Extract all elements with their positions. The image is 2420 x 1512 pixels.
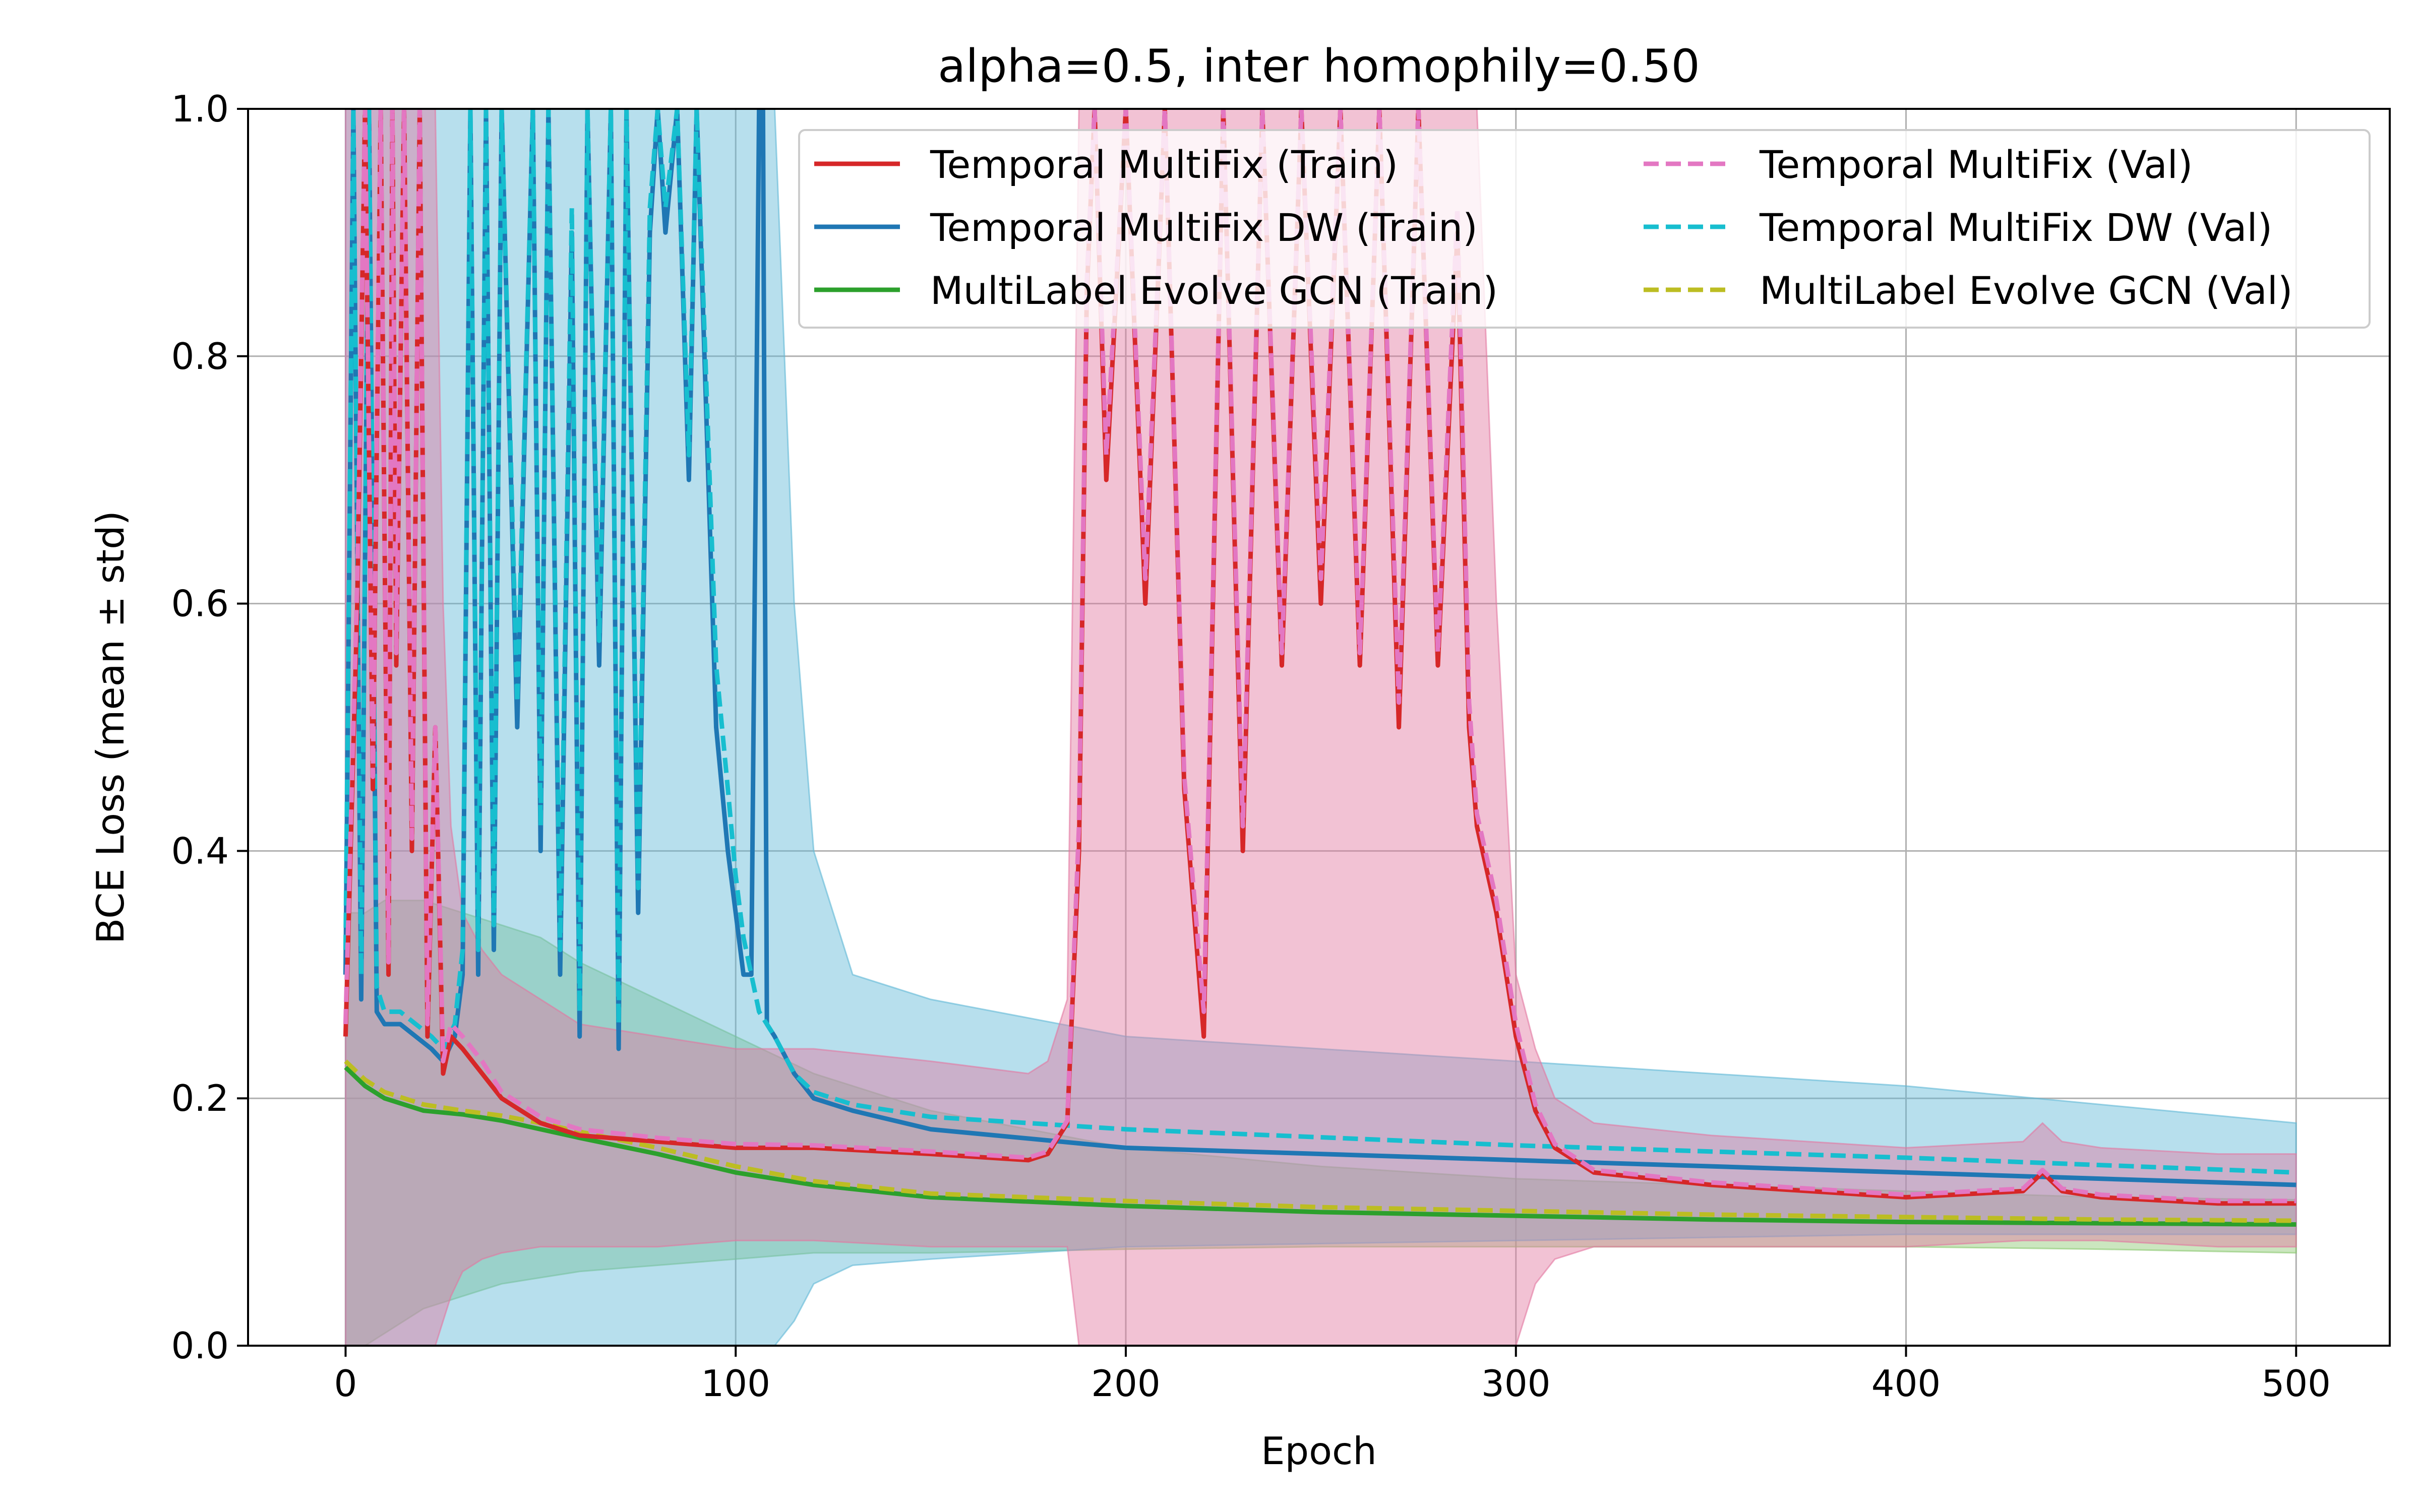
- series-line-2: [344, 1065, 2296, 1227]
- x-tick-label: 300: [1481, 1362, 1550, 1405]
- x-tick-label: 400: [1871, 1362, 1941, 1405]
- y-tick-label: 0.2: [171, 1077, 229, 1119]
- legend-label: Temporal MultiFix DW (Val): [1759, 205, 2272, 250]
- std-band-2: [344, 900, 2297, 1346]
- series-line-3: [343, 109, 2296, 1204]
- x-tick-label: 0: [334, 1362, 357, 1405]
- y-axis-label: BCE Loss (mean ± std): [88, 511, 133, 944]
- x-axis-label: Epoch: [1261, 1429, 1377, 1473]
- series-line-5: [344, 1059, 2296, 1223]
- y-tick-label: 0.4: [171, 830, 229, 872]
- plot-frame: [247, 108, 2391, 1347]
- std-band-0: [344, 109, 2297, 1346]
- legend-label: Temporal MultiFix (Val): [1759, 142, 2193, 187]
- std-bands: [344, 109, 2297, 1346]
- legend: Temporal MultiFix (Train) Temporal MultiF…: [798, 129, 2371, 329]
- y-ticks: 0.0 0.2 0.4 0.6 0.8 1.0: [171, 88, 248, 1367]
- y-tick-label: 0.6: [171, 583, 229, 625]
- legend-label: Temporal MultiFix DW (Train): [930, 205, 1478, 250]
- x-tick-label: 200: [1091, 1362, 1160, 1405]
- series-line-4: [343, 109, 2296, 1175]
- y-tick-label: 0.0: [171, 1325, 229, 1367]
- legend-label: MultiLabel Evolve GCN (Train): [930, 268, 1498, 313]
- y-tick-label: 1.0: [171, 88, 229, 130]
- legend-label: Temporal MultiFix (Train): [930, 142, 1398, 187]
- chart-title: alpha=0.5, inter homophily=0.50: [938, 40, 1700, 93]
- legend-box: [798, 129, 2371, 329]
- x-ticks: 0 100 200 300 400 500: [334, 1346, 2331, 1405]
- series-lines: [343, 109, 2296, 1227]
- x-tick-label: 500: [2262, 1362, 2331, 1405]
- x-tick-label: 100: [701, 1362, 770, 1405]
- y-tick-label: 0.8: [171, 335, 229, 377]
- legend-label: MultiLabel Evolve GCN (Val): [1760, 268, 2293, 313]
